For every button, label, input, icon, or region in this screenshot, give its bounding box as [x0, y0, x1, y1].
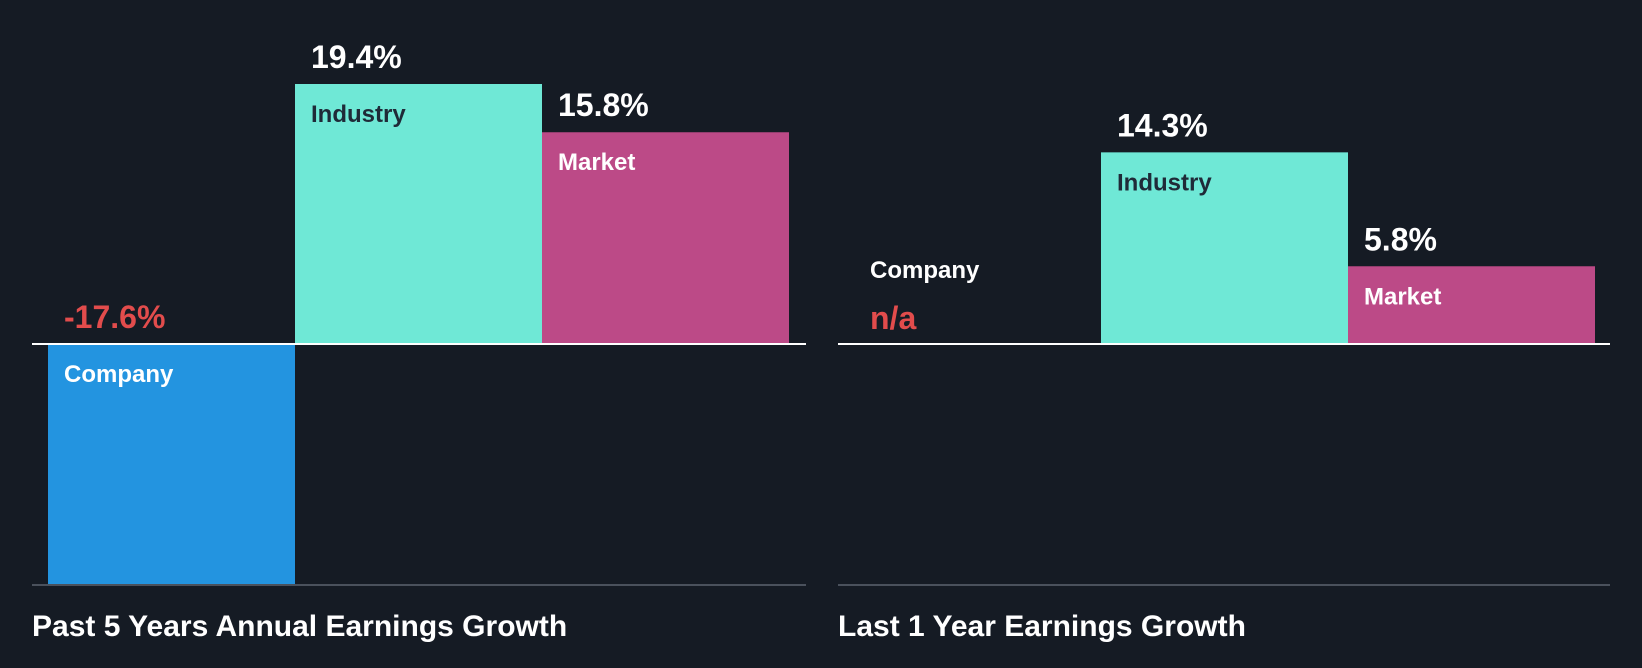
bar-company — [48, 344, 295, 585]
bar-industry — [295, 84, 542, 344]
chart-title: Last 1 Year Earnings Growth — [838, 610, 1246, 643]
category-label-industry: Industry — [1117, 169, 1212, 196]
value-label-market: 5.8% — [1364, 221, 1437, 257]
chart-panel-2: Company n/a 14.3% Industry 5.8% Market Last 1 … — [838, 107, 1610, 643]
value-label-industry: 14.3% — [1117, 107, 1208, 143]
value-label-industry: 19.4% — [311, 39, 402, 75]
value-label-company: n/a — [870, 300, 916, 336]
category-label-company: Company — [64, 361, 174, 388]
category-label-market: Market — [1364, 283, 1441, 310]
category-label-industry: Industry — [311, 101, 406, 128]
category-label-market: Market — [558, 149, 635, 176]
chart-title: Past 5 Years Annual Earnings Growth — [32, 610, 567, 643]
value-label-market: 15.8% — [558, 87, 649, 123]
bar-industry — [1101, 152, 1348, 344]
bar-market — [542, 132, 789, 344]
category-label-company: Company — [870, 257, 980, 284]
chart-panel-1: -17.6% Company 19.4% Industry 15.8% Market Pas… — [32, 39, 806, 643]
bar-market — [1348, 266, 1595, 344]
value-label-company: -17.6% — [64, 299, 165, 335]
